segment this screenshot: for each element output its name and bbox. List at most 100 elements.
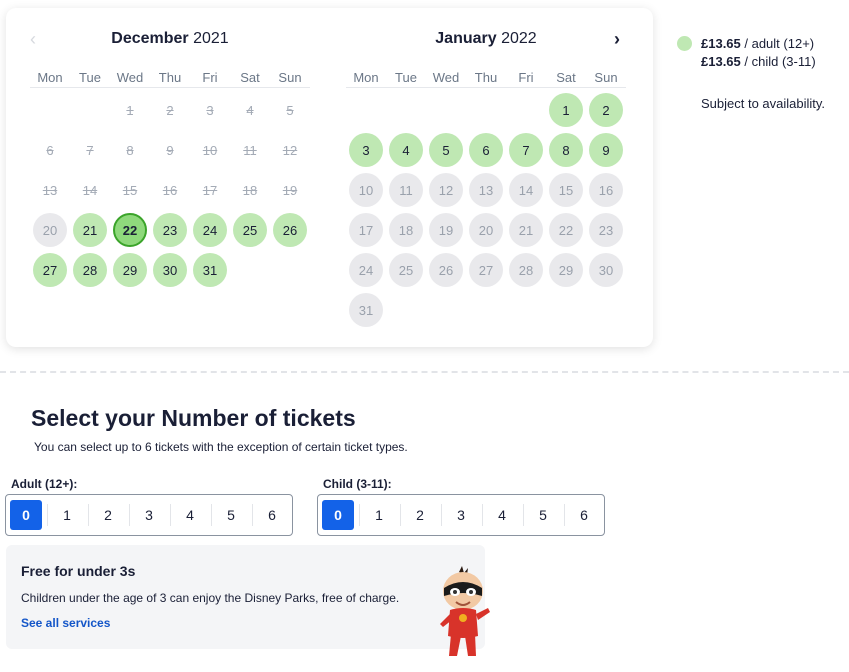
- adult-qty-option[interactable]: 3: [145, 507, 153, 523]
- calendar-day[interactable]: 31: [193, 253, 227, 287]
- weekday-label: Sat: [240, 70, 260, 85]
- chevron-left-icon[interactable]: ‹: [30, 29, 36, 49]
- calendar-day: 29: [549, 253, 583, 287]
- adult-quantity-picker: 0 1 2 3 4 5 6: [5, 494, 293, 536]
- adult-qty-option[interactable]: 0: [10, 500, 42, 530]
- calendar-day[interactable]: 23: [153, 213, 187, 247]
- calendar-day[interactable]: 7: [509, 133, 543, 167]
- calendar-day: 24: [349, 253, 383, 287]
- calendar-day[interactable]: 2: [589, 93, 623, 127]
- calendar-day: 3: [206, 102, 214, 118]
- calendar-day[interactable]: 6: [469, 133, 503, 167]
- child-qty-option[interactable]: 4: [498, 507, 506, 523]
- calendar-day: 7: [86, 142, 94, 158]
- month-name: January: [435, 30, 497, 47]
- weekday-label: Sat: [556, 70, 576, 85]
- calendar-day[interactable]: 9: [589, 133, 623, 167]
- calendar-day[interactable]: 3: [349, 133, 383, 167]
- child-price: £13.65: [701, 54, 741, 69]
- availability-note: Subject to availability.: [701, 96, 826, 111]
- adult-qty-option[interactable]: 4: [186, 507, 194, 523]
- calendar-day[interactable]: 5: [429, 133, 463, 167]
- option-separator: [47, 504, 48, 526]
- calendar-day: 17: [349, 213, 383, 247]
- calendar-day[interactable]: 22: [113, 213, 147, 247]
- calendar-day: 12: [429, 173, 463, 207]
- child-qty-option[interactable]: 3: [457, 507, 465, 523]
- option-separator: [564, 504, 565, 526]
- month-name: December: [111, 30, 189, 47]
- calendar-day: 30: [589, 253, 623, 287]
- tickets-title: Select your Number of tickets: [31, 405, 356, 431]
- calendar-day: 25: [389, 253, 423, 287]
- calendar-day: 15: [549, 173, 583, 207]
- calendar-day[interactable]: 8: [549, 133, 583, 167]
- adult-qty-option[interactable]: 6: [268, 507, 276, 523]
- calendar-day: 31: [349, 293, 383, 327]
- calendar-day: 20: [33, 213, 67, 247]
- child-qty-option[interactable]: 0: [322, 500, 354, 530]
- calendar-day: 20: [469, 213, 503, 247]
- option-separator: [400, 504, 401, 526]
- section-divider: [0, 371, 849, 373]
- option-separator: [523, 504, 524, 526]
- option-separator: [170, 504, 171, 526]
- calendar-day: 6: [46, 142, 54, 158]
- calendar-day[interactable]: 21: [73, 213, 107, 247]
- calendar-day: 14: [509, 173, 543, 207]
- child-qty-option[interactable]: 1: [375, 507, 383, 523]
- calendar-day: 19: [429, 213, 463, 247]
- calendar-day: 22: [549, 213, 583, 247]
- calendar-day: 15: [122, 182, 138, 198]
- weekday-label: Tue: [79, 70, 101, 85]
- weekday-header: Mon Tue Wed Thu Fri Sat Sun: [30, 70, 310, 88]
- calendar-day: 21: [509, 213, 543, 247]
- calendar-day[interactable]: 30: [153, 253, 187, 287]
- month-title: January 2022: [346, 30, 626, 48]
- see-all-services-link[interactable]: See all services: [21, 616, 111, 630]
- child-label: Child (3-11):: [323, 477, 392, 491]
- adult-qty-option[interactable]: 1: [63, 507, 71, 523]
- calendar-day[interactable]: 25: [233, 213, 267, 247]
- option-separator: [359, 504, 360, 526]
- month-year: 2021: [193, 30, 229, 47]
- weekday-label: Mon: [353, 70, 379, 85]
- calendar-day: 23: [589, 213, 623, 247]
- option-separator: [88, 504, 89, 526]
- child-qty-option[interactable]: 5: [539, 507, 547, 523]
- calendar-day: 11: [389, 173, 423, 207]
- calendar-day: 27: [469, 253, 503, 287]
- calendar-day[interactable]: 24: [193, 213, 227, 247]
- calendar-day: 10: [349, 173, 383, 207]
- calendar-day: 14: [82, 182, 98, 198]
- weekday-label: Wed: [116, 70, 144, 85]
- calendar-day[interactable]: 26: [273, 213, 307, 247]
- option-separator: [441, 504, 442, 526]
- calendar-day: 28: [509, 253, 543, 287]
- weekday-label: Fri: [202, 70, 218, 85]
- calendar-day: 17: [202, 182, 218, 198]
- adult-price: £13.65: [701, 36, 741, 51]
- weekday-label: Thu: [158, 70, 182, 85]
- calendar-day: 12: [282, 142, 298, 158]
- calendar-day: 11: [243, 142, 257, 158]
- option-separator: [252, 504, 253, 526]
- calendar-day[interactable]: 28: [73, 253, 107, 287]
- calendar-day[interactable]: 27: [33, 253, 67, 287]
- calendar-day[interactable]: 29: [113, 253, 147, 287]
- chevron-right-icon[interactable]: ›: [614, 29, 620, 49]
- adult-label: Adult (12+):: [11, 477, 78, 491]
- calendar-day[interactable]: 1: [549, 93, 583, 127]
- child-qty-option[interactable]: 2: [416, 507, 424, 523]
- weekday-label: Thu: [474, 70, 498, 85]
- calendar-day: 26: [429, 253, 463, 287]
- calendar-day: 18: [389, 213, 423, 247]
- calendar-day: 13: [42, 182, 58, 198]
- child-qty-option[interactable]: 6: [580, 507, 588, 523]
- weekday-label: Fri: [518, 70, 534, 85]
- adult-qty-option[interactable]: 2: [104, 507, 112, 523]
- adult-price-line: £13.65 / adult (12+): [701, 36, 814, 51]
- calendar-day[interactable]: 4: [389, 133, 423, 167]
- calendar-day: 8: [126, 142, 134, 158]
- adult-qty-option[interactable]: 5: [227, 507, 235, 523]
